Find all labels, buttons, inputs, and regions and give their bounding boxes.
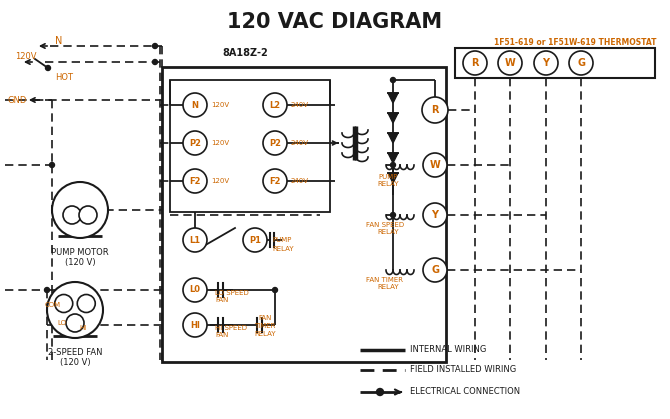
Circle shape [498, 51, 522, 75]
Text: W: W [505, 58, 515, 68]
Circle shape [391, 78, 395, 83]
Text: 1F51-619 or 1F51W-619 THERMOSTAT: 1F51-619 or 1F51W-619 THERMOSTAT [494, 38, 656, 47]
Circle shape [263, 131, 287, 155]
Text: 120V: 120V [211, 140, 229, 146]
Circle shape [63, 206, 81, 224]
Text: 120V: 120V [211, 178, 229, 184]
Text: R: R [471, 58, 479, 68]
Text: Y: Y [431, 210, 438, 220]
Circle shape [52, 182, 108, 238]
Polygon shape [388, 93, 398, 103]
Text: 8A18Z-2: 8A18Z-2 [222, 48, 268, 58]
Text: FAN: FAN [259, 315, 272, 321]
Text: HI: HI [190, 321, 200, 329]
Text: LO SPEED: LO SPEED [215, 290, 249, 296]
Text: Y: Y [543, 58, 549, 68]
Text: PUMP: PUMP [272, 237, 291, 243]
Polygon shape [388, 133, 398, 143]
Circle shape [153, 59, 157, 65]
Text: 240V: 240V [291, 140, 309, 146]
Text: FIELD INSTALLED WIRING: FIELD INSTALLED WIRING [410, 365, 517, 375]
Text: F2: F2 [189, 176, 201, 186]
Text: N: N [55, 36, 62, 46]
Text: L2: L2 [269, 101, 281, 109]
Text: PUMP MOTOR: PUMP MOTOR [51, 248, 109, 257]
Circle shape [183, 93, 207, 117]
Text: RELAY: RELAY [377, 284, 399, 290]
Text: FAN TIMER: FAN TIMER [366, 277, 403, 283]
Circle shape [534, 51, 558, 75]
Bar [455, 48, 655, 78]
Circle shape [183, 228, 207, 252]
Circle shape [243, 228, 267, 252]
Circle shape [423, 203, 447, 227]
Text: 240V: 240V [291, 178, 309, 184]
Circle shape [183, 169, 207, 193]
Text: R: R [431, 105, 439, 115]
Circle shape [77, 295, 95, 313]
Bar [162, 67, 446, 362]
Circle shape [263, 169, 287, 193]
Circle shape [153, 44, 157, 49]
Text: W: W [429, 160, 440, 170]
Circle shape [55, 295, 73, 313]
Text: FAN SPEED: FAN SPEED [366, 222, 404, 228]
Text: FAN: FAN [215, 332, 228, 338]
Circle shape [391, 163, 395, 168]
Polygon shape [388, 113, 398, 123]
Text: INTERNAL WIRING: INTERNAL WIRING [410, 346, 486, 354]
Circle shape [391, 212, 395, 217]
Circle shape [183, 278, 207, 302]
Text: LO: LO [57, 320, 66, 326]
Text: COM: COM [45, 302, 61, 308]
Text: HOT: HOT [55, 73, 73, 82]
Text: 120V: 120V [211, 102, 229, 108]
Text: L1: L1 [190, 235, 200, 245]
Text: (120 V): (120 V) [65, 258, 95, 267]
Text: 120V: 120V [15, 52, 36, 60]
Circle shape [377, 388, 383, 396]
Text: PUMP: PUMP [379, 174, 398, 180]
Text: GND: GND [8, 96, 27, 104]
Circle shape [66, 314, 84, 332]
Circle shape [47, 282, 103, 338]
Text: P2: P2 [269, 139, 281, 147]
Circle shape [183, 131, 207, 155]
Circle shape [422, 97, 448, 123]
Circle shape [183, 313, 207, 337]
Text: RELAY: RELAY [254, 331, 276, 337]
Circle shape [50, 163, 54, 168]
Text: RELAY: RELAY [377, 181, 399, 187]
Text: G: G [431, 265, 439, 275]
Text: RELAY: RELAY [377, 229, 399, 235]
Text: G: G [577, 58, 585, 68]
Text: N: N [192, 101, 198, 109]
Circle shape [263, 93, 287, 117]
Text: HI: HI [79, 325, 86, 331]
Circle shape [569, 51, 593, 75]
Circle shape [46, 65, 50, 70]
Text: TIMER: TIMER [255, 323, 275, 329]
Circle shape [423, 258, 447, 282]
Text: ELECTRICAL CONNECTION: ELECTRICAL CONNECTION [410, 388, 520, 396]
Text: L0: L0 [190, 285, 200, 295]
Circle shape [273, 287, 277, 292]
Text: RELAY: RELAY [272, 246, 293, 252]
Bar [170, 80, 330, 212]
Polygon shape [388, 173, 398, 183]
Text: F2: F2 [269, 176, 281, 186]
Text: FAN: FAN [215, 297, 228, 303]
Text: (120 V): (120 V) [60, 358, 90, 367]
Polygon shape [388, 153, 398, 163]
Text: 2-SPEED FAN: 2-SPEED FAN [48, 348, 103, 357]
Circle shape [44, 287, 50, 292]
Circle shape [463, 51, 487, 75]
Text: HI SPEED: HI SPEED [215, 325, 247, 331]
Circle shape [423, 153, 447, 177]
Text: P1: P1 [249, 235, 261, 245]
Text: 240V: 240V [291, 102, 309, 108]
Circle shape [79, 206, 97, 224]
Text: 120 VAC DIAGRAM: 120 VAC DIAGRAM [227, 12, 443, 32]
Text: P2: P2 [189, 139, 201, 147]
